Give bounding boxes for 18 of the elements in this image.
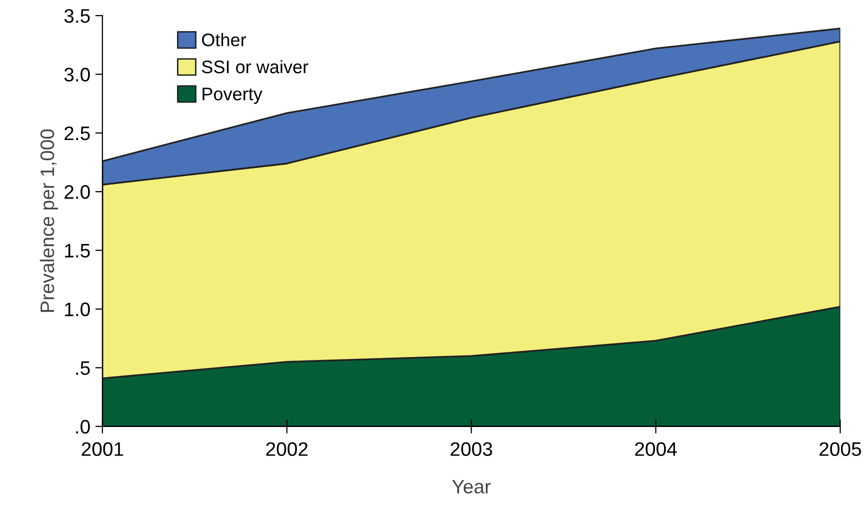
x-tick-label: 2004 xyxy=(635,442,677,456)
x-tick-label: 2005 xyxy=(820,442,862,456)
x-tick-label: 2001 xyxy=(82,442,124,456)
y-tick-label: 2.5 xyxy=(64,126,90,140)
y-tick-label: 1.5 xyxy=(65,244,90,258)
y-axis-title: Prevalence per 1,000 xyxy=(40,129,58,312)
legend-label: Other xyxy=(202,33,246,46)
legend-label: SSI or waiver xyxy=(202,60,308,74)
x-tick-label: 2002 xyxy=(266,442,308,456)
legend-label: Poverty xyxy=(202,88,262,104)
y-tick-label: 3.5 xyxy=(64,9,90,23)
y-tick-label: 1.0 xyxy=(65,302,90,316)
y-tick-label: 2.0 xyxy=(64,185,90,199)
x-axis-title: Year xyxy=(452,480,491,494)
y-tick-label: .5 xyxy=(76,361,90,375)
y-tick-label: .0 xyxy=(76,420,90,434)
x-tick-label: 2003 xyxy=(450,442,492,456)
y-tick-label: 3.0 xyxy=(64,68,90,82)
